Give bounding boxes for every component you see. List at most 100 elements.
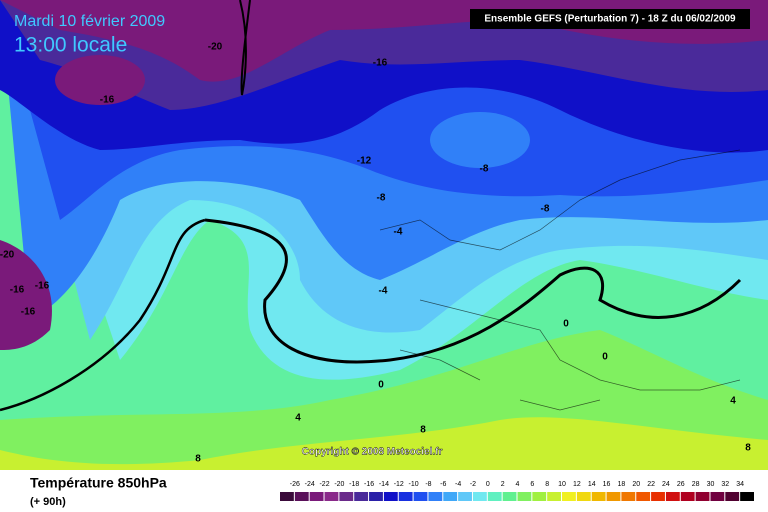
legend-label: -20 (334, 481, 344, 488)
contour-label: 0 (563, 319, 569, 330)
legend-label: 24 (662, 481, 670, 488)
legend-label: 10 (558, 481, 566, 488)
legend-swatch (369, 492, 383, 501)
legend-label: -14 (379, 481, 389, 488)
legend-swatch (710, 492, 725, 501)
legend-swatch (443, 492, 458, 501)
legend-swatch (354, 492, 369, 501)
contour-label: -12 (357, 156, 372, 167)
contour-label: -16 (35, 281, 50, 292)
legend-strip (0, 470, 768, 512)
contour-zero (204, 218, 742, 364)
contour-label: -4 (394, 227, 403, 238)
legend-label: -6 (440, 481, 446, 488)
contour-label: -16 (373, 58, 388, 69)
contour-label: 4 (730, 396, 736, 407)
legend-label: -26 (290, 481, 300, 488)
legend-swatch (547, 492, 562, 501)
legend-swatch (725, 492, 740, 501)
legend-swatch (562, 492, 576, 501)
legend-swatch (606, 492, 621, 501)
contour-label: -4 (379, 286, 388, 297)
legend-label: -16 (364, 481, 374, 488)
legend-label: 22 (647, 481, 655, 488)
contour-label: -20 (208, 42, 223, 53)
legend-swatch (324, 492, 339, 501)
legend-swatch (458, 492, 472, 501)
contour-label: -8 (480, 164, 489, 175)
legend-label: -10 (409, 481, 419, 488)
copyright: Copyright © 2008 Meteociel.fr (302, 447, 443, 458)
legend-label: -24 (305, 481, 315, 488)
contour-label: 0 (378, 380, 384, 391)
legend-label: 34 (736, 481, 744, 488)
legend-label: 20 (632, 481, 640, 488)
legend-label: -12 (394, 481, 404, 488)
contour-label: 0 (602, 352, 608, 363)
legend-swatch (280, 492, 294, 501)
legend: -26 -24 -22 -20 -18 -16 -14 -12 -10 -8 -6 -4 -2 0 2 4 6 8… (280, 481, 754, 501)
legend-swatch (413, 492, 428, 501)
parameter: Température 850hPa (30, 475, 167, 491)
legend-swatch (339, 492, 354, 501)
legend-label: 12 (573, 481, 581, 488)
legend-label: 32 (721, 481, 729, 488)
contour-label: 4 (295, 413, 301, 424)
time: 13:00 locale (14, 34, 127, 57)
legend-swatch (383, 492, 398, 501)
field (0, 240, 52, 350)
contour-zero (0, 218, 206, 412)
date: Mardi 10 février 2009 (14, 13, 165, 30)
legend-swatch (294, 492, 309, 501)
legend-label: -8 (425, 481, 431, 488)
legend-swatch (680, 492, 695, 501)
contour-label: -8 (377, 193, 386, 204)
legend-swatch (740, 492, 754, 501)
contour-label: -16 (100, 95, 115, 106)
field (55, 55, 145, 105)
legend-label: 4 (516, 481, 520, 488)
legend-swatch (576, 492, 591, 501)
legend-swatch (532, 492, 547, 501)
legend-label: -18 (349, 481, 359, 488)
contour-label: -8 (541, 204, 550, 215)
legend-label: -22 (319, 481, 329, 488)
legend-swatch (487, 492, 502, 501)
contour-label: -20 (0, 250, 15, 261)
contour-labels: -20 -16 -16 -12 -8 -8 -8 -4 -20 -16 -16 -16 -4 0 0 0 4 8 8… (0, 42, 751, 465)
legend-label: 2 (501, 481, 505, 488)
header-box (470, 9, 750, 29)
contour (239, 0, 251, 96)
legend-label: -2 (470, 481, 476, 488)
legend-label: 8 (545, 481, 549, 488)
legend-swatch (591, 492, 606, 501)
model-info: Ensemble GEFS (Perturbation 7) - 18 Z du… (484, 14, 736, 25)
legend-label: 18 (618, 481, 626, 488)
coastline (379, 149, 741, 411)
legend-swatch (651, 492, 665, 501)
legend-swatch (665, 492, 680, 501)
legend-swatch (428, 492, 443, 501)
legend-label: 16 (603, 481, 611, 488)
legend-swatch (502, 492, 517, 501)
contour-label: 8 (195, 454, 201, 465)
legend-swatch (695, 492, 710, 501)
legend-swatch (621, 492, 636, 501)
contour-label: -16 (10, 285, 25, 296)
legend-label: -4 (455, 481, 461, 488)
legend-label: 6 (530, 481, 534, 488)
contour-label: 8 (745, 443, 751, 454)
legend-label: 30 (707, 481, 715, 488)
legend-swatch (398, 492, 413, 501)
legend-label: 14 (588, 481, 596, 488)
legend-swatch (517, 492, 532, 501)
legend-label: 28 (692, 481, 700, 488)
legend-swatch (636, 492, 651, 501)
contour-label: -16 (21, 307, 36, 318)
contour-label: 8 (420, 425, 426, 436)
legend-label: 0 (486, 481, 490, 488)
legend-swatch (309, 492, 324, 501)
field (430, 112, 530, 168)
lead-time: (+ 90h) (30, 496, 66, 508)
